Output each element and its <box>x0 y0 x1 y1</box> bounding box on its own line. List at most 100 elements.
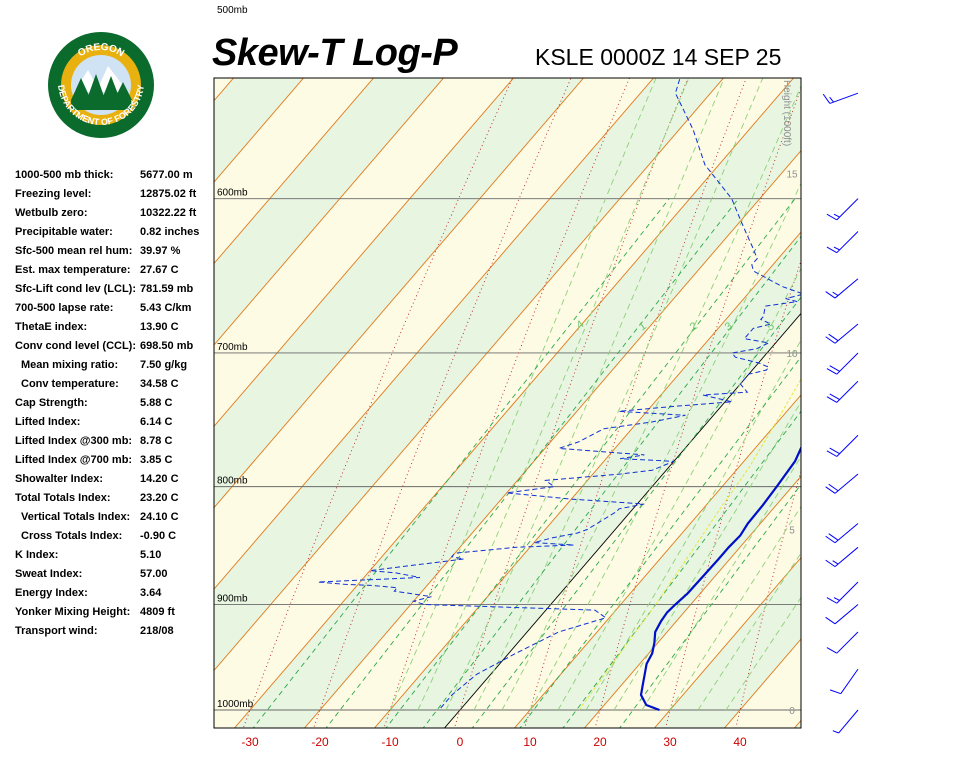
wind-barb <box>826 352 859 375</box>
wind-barb-flag <box>828 483 839 492</box>
pressure-label: 900mb <box>217 594 248 605</box>
wind-barb-staff <box>836 380 859 403</box>
wind-barb-flag <box>829 689 841 695</box>
index-label: Lifted Index: <box>15 416 81 428</box>
index-value: 6.14 C <box>140 416 173 428</box>
mixing-ratio-line <box>422 235 801 728</box>
wind-barb-flag <box>826 213 838 221</box>
wind-barb-flag <box>826 246 838 254</box>
temperature-tick-label: -10 <box>381 735 399 749</box>
wind-barb-flag <box>828 333 839 342</box>
wind-barb <box>825 523 859 544</box>
index-value: 781.59 mb <box>140 283 194 295</box>
index-value: 57.00 <box>140 568 168 580</box>
index-row: Precipitable water: 0.82 inches <box>15 226 215 245</box>
wind-barb-staff <box>829 92 859 104</box>
index-row: Lifted Index @300 mb: 8.78 C <box>15 435 215 454</box>
wind-barb-staff <box>836 434 859 457</box>
index-row: Freezing level: 12875.02 ft <box>15 188 215 207</box>
wind-barb-staff <box>836 198 859 221</box>
wind-barb <box>825 323 859 344</box>
wind-barb-half-flag <box>832 730 839 734</box>
chart-title: Skew-T Log-P <box>212 32 458 74</box>
wind-barb-flag <box>825 336 836 344</box>
wind-barb-flag <box>826 450 838 457</box>
index-row: Wetbulb zero: 10322.22 ft <box>15 207 215 226</box>
wind-barb <box>826 198 859 221</box>
index-value: 3.64 <box>140 587 162 599</box>
wind-barb <box>826 631 859 654</box>
moist-adiabat <box>669 505 801 711</box>
wind-barb-staff <box>834 604 859 625</box>
wind-barb-staff <box>834 546 859 567</box>
wind-barb <box>826 231 859 254</box>
index-label: Freezing level: <box>15 188 92 200</box>
wind-barbs <box>822 92 859 734</box>
index-label: ThetaE index: <box>15 321 88 333</box>
index-label: Total Totals Index: <box>15 492 111 504</box>
moist-adiabat <box>389 78 657 711</box>
isotherm-line <box>443 312 801 728</box>
index-row: Lifted Index @700 mb: 3.85 C <box>15 454 215 473</box>
wind-barb-flag <box>828 533 839 541</box>
wind-barb-flag <box>826 396 838 403</box>
index-label: 1000-500 mb thick: <box>15 169 114 181</box>
index-label: Lifted Index @300 mb: <box>15 435 133 447</box>
index-value: 5.10 <box>140 549 162 561</box>
logo-top-text: OREGON <box>76 42 126 59</box>
index-value: 13.90 C <box>140 321 179 333</box>
temperature-tick-label: 40 <box>733 735 747 749</box>
temperature-tick-label: 30 <box>663 735 677 749</box>
isotherm-line <box>233 78 795 728</box>
wind-barb <box>826 380 859 403</box>
wind-barb-staff <box>834 473 859 494</box>
dry-adiabat <box>453 78 689 728</box>
index-value: 34.58 C <box>140 378 179 390</box>
index-label: Sfc-500 mean rel hum: <box>15 245 133 257</box>
moist-adiabat <box>697 552 801 711</box>
wind-barb-staff <box>840 668 859 694</box>
isotherm-line <box>373 231 801 728</box>
index-row: Transport wind: 218/08 <box>15 625 215 644</box>
wind-barb <box>829 668 859 695</box>
index-label: Transport wind: <box>15 625 98 637</box>
wind-barb-flag <box>825 486 836 494</box>
wind-barb <box>826 581 859 604</box>
dry-adiabat <box>866 0 960 768</box>
mixing-ratio-line <box>385 198 796 728</box>
wind-barb-half-flag <box>832 560 839 565</box>
temperature-tick-label: 10 <box>523 735 537 749</box>
index-row: Est. max temperature: 27.67 C <box>15 264 215 283</box>
wind-barb-half-flag <box>833 597 840 601</box>
wind-barb-flag <box>826 647 838 654</box>
wind-barb-half-flag <box>832 291 839 296</box>
height-tick-label: 10 <box>786 349 798 360</box>
isotherm-line <box>303 150 801 728</box>
index-row: Mean mixing ratio: 7.50 g/kg <box>15 359 215 378</box>
index-label: Cross Totals Index: <box>21 530 123 542</box>
pressure-label: 800mb <box>217 476 248 487</box>
temperature-line <box>639 445 801 712</box>
wind-barb <box>822 92 859 104</box>
parcel-line <box>578 378 801 711</box>
mixing-ratio-line <box>471 296 801 728</box>
index-value: 39.97 % <box>140 245 181 257</box>
index-value: 7.50 g/kg <box>140 359 188 371</box>
wind-barb-half-flag <box>829 96 834 103</box>
index-label: Showalter Index: <box>15 473 104 485</box>
height-tick-label: 0 <box>789 706 795 717</box>
wind-barb-flag <box>825 616 836 625</box>
wind-barb-flag <box>826 597 838 604</box>
wind-barb-half-flag <box>833 246 840 251</box>
index-row: Cross Totals Index: -0.90 C <box>15 530 215 549</box>
wind-barb <box>832 709 859 734</box>
pressure-label: 500mb <box>217 5 248 16</box>
moist-adiabat <box>473 78 764 711</box>
dry-adiabat <box>937 0 960 768</box>
temperature-tick-label: -30 <box>241 735 259 749</box>
wind-barb-staff <box>836 631 859 654</box>
index-row: 1000-500 mb thick: 5677.00 m <box>15 169 215 188</box>
